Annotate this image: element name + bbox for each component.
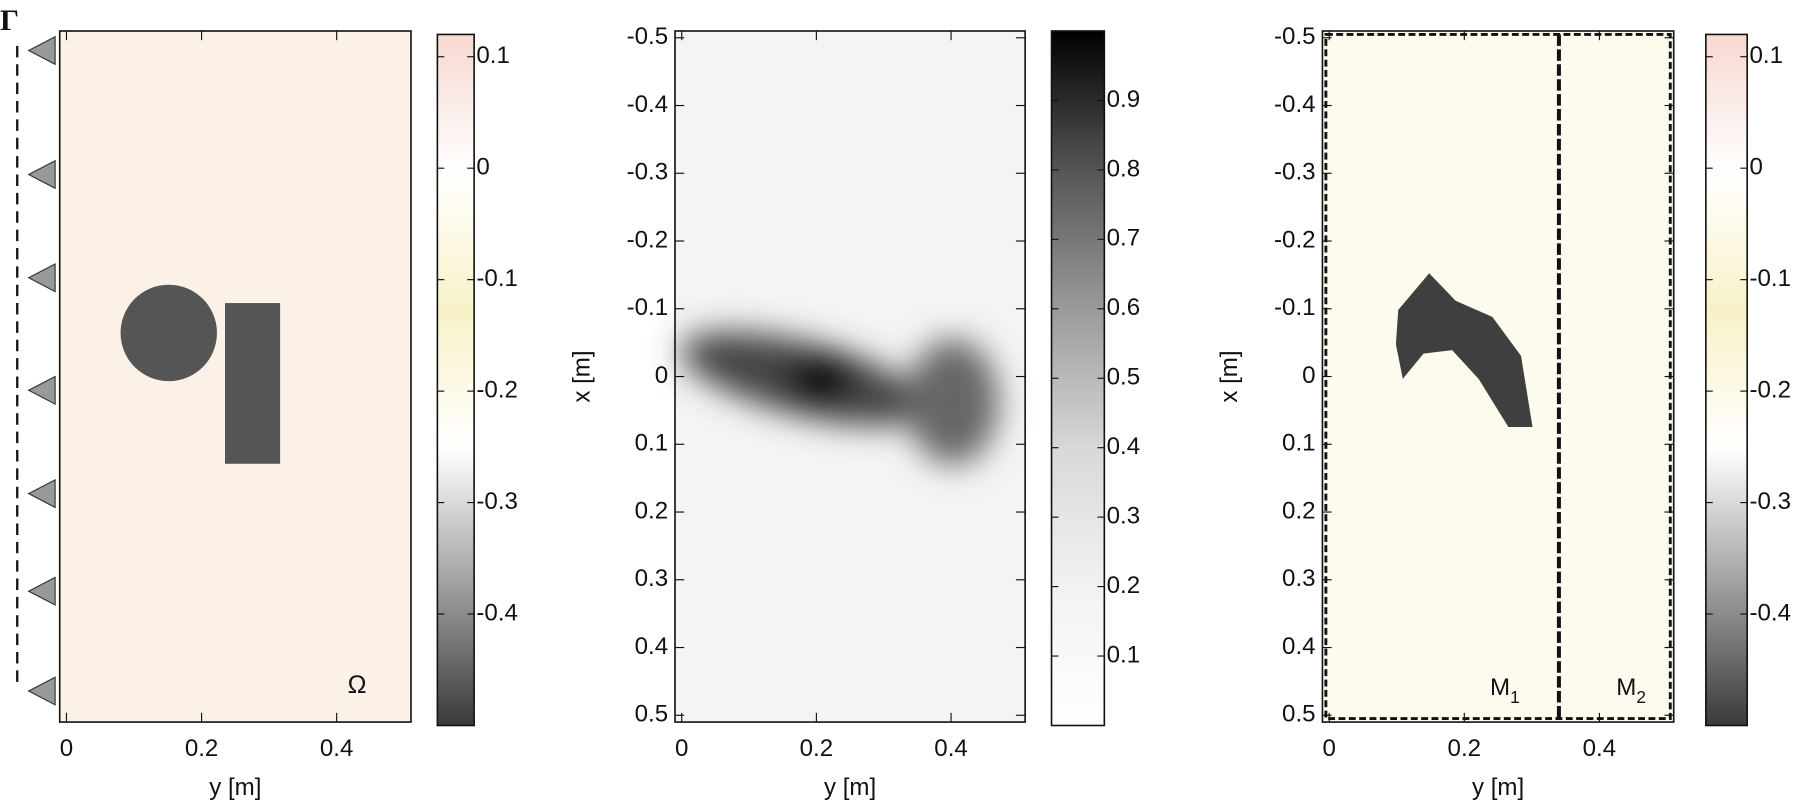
- x-tick-label: 0.4: [934, 735, 968, 762]
- image-2: [675, 30, 1026, 723]
- y-tick-label: -0.4: [1274, 91, 1316, 118]
- x-axis-label: y [m]: [1472, 774, 1524, 801]
- colorbar-tick-label: -0.3: [1749, 488, 1791, 515]
- y-tick-label: -0.4: [627, 91, 669, 118]
- colorbar-tick-label: 0.6: [1107, 294, 1141, 321]
- y-tick-label: -0.1: [1274, 294, 1316, 321]
- y-tick-label: 0.1: [1282, 430, 1316, 457]
- y-tick-label: -0.5: [1274, 23, 1316, 50]
- colorbar-tick-label: 0.1: [476, 42, 510, 69]
- colorbar-tick-label: 0: [476, 154, 489, 181]
- colorbar-tick-label: -0.3: [476, 488, 518, 515]
- annotation: Γ: [0, 4, 19, 37]
- colorbar: [436, 33, 475, 727]
- colorbar-tick-label: -0.2: [1749, 376, 1791, 403]
- annotation-subscript: 2: [1636, 686, 1646, 706]
- x-tick-label: 0: [675, 735, 688, 762]
- y-tick-label: -0.1: [627, 294, 669, 321]
- x-axis-label: y [m]: [824, 774, 876, 801]
- y-tick-label: 0.1: [635, 430, 669, 457]
- y-tick-label: 0.5: [1282, 701, 1316, 728]
- x-tick-label: 0.4: [1583, 735, 1617, 762]
- x-tick-label: 0.2: [185, 735, 218, 762]
- y-tick-label: 0: [1302, 362, 1315, 389]
- y-tick-label: 0.4: [635, 633, 669, 660]
- x-tick-label: 0.2: [800, 735, 834, 762]
- colorbar: [1705, 33, 1748, 727]
- colorbar-tick-label: 0.8: [1107, 155, 1141, 182]
- annotation: Ω: [348, 671, 367, 699]
- y-tick-label: -0.3: [1274, 159, 1316, 186]
- colorbar-tick-label: -0.4: [476, 599, 518, 626]
- x-tick-label: 0: [1322, 735, 1335, 762]
- colorbar-tick-label: 0.1: [1749, 42, 1783, 69]
- colorbar-tick-label: 0.9: [1107, 86, 1141, 113]
- colorbar-tick-label: -0.4: [1749, 599, 1791, 626]
- y-tick-label: 0: [655, 362, 668, 389]
- x-tick-label: 0: [60, 735, 73, 762]
- annotation: M2: [1616, 674, 1646, 706]
- colorbar-tick-label: -0.2: [476, 376, 518, 403]
- colorbar-tick-label: 0.5: [1107, 364, 1141, 391]
- colorbar-tick-label: 0.4: [1107, 433, 1141, 460]
- colorbar-tick-label: 0.2: [1107, 572, 1141, 599]
- image-3: [1322, 30, 1674, 723]
- colorbar-tick-label: 0.1: [1107, 641, 1141, 668]
- annotation-subscript: 1: [1510, 686, 1520, 706]
- y-tick-label: -0.3: [627, 159, 669, 186]
- colorbar-tick-label: 0.7: [1107, 225, 1141, 252]
- y-tick-label: 0.3: [635, 565, 669, 592]
- x-tick-label: 0.2: [1448, 735, 1482, 762]
- y-tick-label: 0.5: [635, 701, 669, 728]
- colorbar-tick-label: -0.1: [1749, 265, 1791, 292]
- colorbar-tick-label: 0.3: [1107, 503, 1141, 530]
- y-tick-label: 0.2: [1282, 497, 1316, 524]
- y-axis-label: x [m]: [569, 350, 596, 402]
- y-tick-label: 0.3: [1282, 565, 1316, 592]
- colorbar-tick-label: -0.1: [476, 265, 518, 292]
- y-tick-label: 0.2: [635, 497, 669, 524]
- y-tick-label: -0.5: [627, 23, 669, 50]
- y-tick-label: -0.2: [627, 226, 669, 253]
- colorbar-tick-label: 0: [1749, 154, 1762, 181]
- y-tick-label: 0.4: [1282, 633, 1316, 660]
- x-axis-label: y [m]: [209, 774, 261, 801]
- plot-frame: [58, 30, 412, 723]
- x-tick-label: 0.4: [320, 735, 353, 762]
- y-tick-label: -0.2: [1274, 226, 1316, 253]
- y-axis-label: x [m]: [1216, 350, 1243, 402]
- image-1: [16, 30, 411, 723]
- colorbar: [1050, 30, 1106, 727]
